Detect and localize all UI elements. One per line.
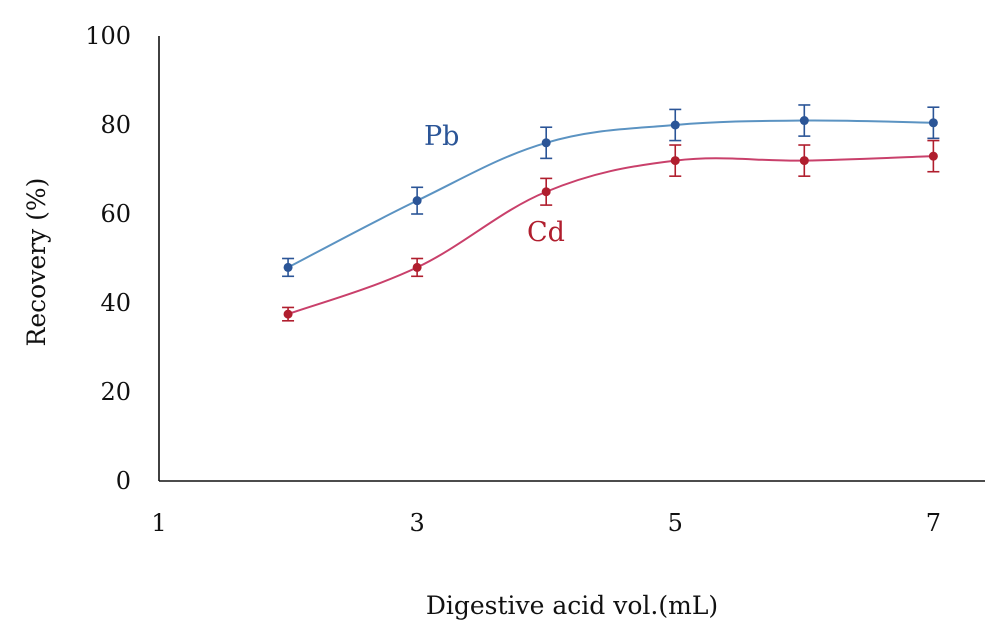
x-tick-label: 5 [668,509,683,537]
x-tick-labels: 1 3 5 7 [151,509,941,537]
y-axis-title: Recovery (%) [22,178,51,347]
data-point [928,118,938,128]
series-label-pb: Pb [424,121,459,152]
data-point [283,309,293,319]
plot-area: 0 20 40 60 80 100 1 3 5 7 [85,22,985,537]
series-line [287,119,934,269]
x-tick-label: 1 [151,509,166,537]
data-point [670,120,680,130]
data-point [928,151,938,161]
y-tick-label: 100 [85,22,131,50]
x-axis-title: Digestive acid vol.(mL) [426,591,718,620]
data-point [541,138,551,148]
y-tick-label: 0 [116,467,131,495]
y-tick-label: 80 [100,111,131,139]
series-layer [282,104,940,322]
data-point [283,262,293,272]
y-tick-label: 60 [100,200,131,228]
data-point [412,262,422,272]
y-tick-label: 20 [100,378,131,406]
x-tick-label: 3 [409,509,424,537]
data-point [799,156,809,166]
data-point [799,116,809,126]
series-line [287,155,934,316]
series-cd [282,139,940,322]
data-point [412,196,422,206]
series-label-cd: Cd [527,217,565,248]
data-point [541,187,551,197]
y-tick-labels: 0 20 40 60 80 100 [85,22,131,495]
series-pb [282,104,940,278]
y-tick-label: 40 [100,289,131,317]
x-tick-label: 7 [926,509,941,537]
data-point [670,156,680,166]
